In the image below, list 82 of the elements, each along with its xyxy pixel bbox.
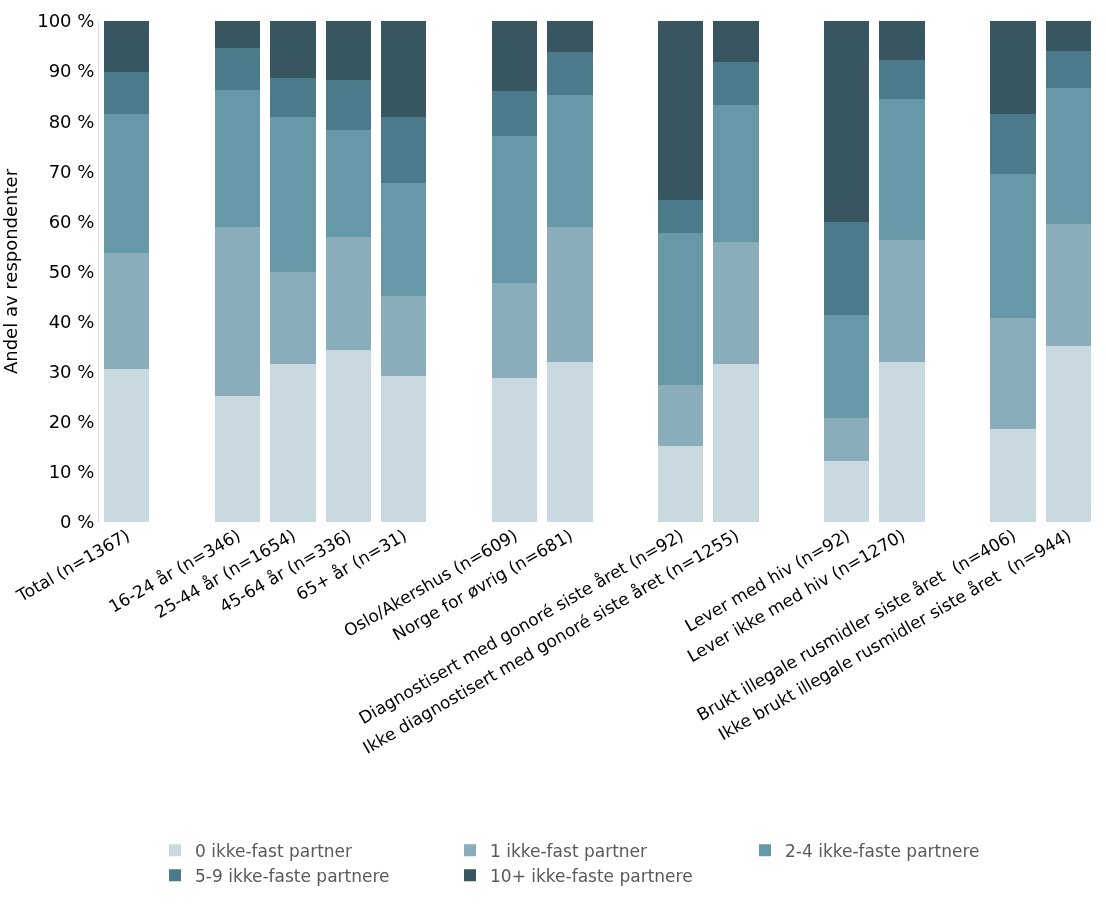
legend-label: 5-9 ikke-faste partnere bbox=[195, 865, 390, 886]
legend-label: 10+ ikke-faste partnere bbox=[490, 865, 693, 886]
bar bbox=[325, 237, 371, 351]
bar bbox=[824, 417, 870, 462]
bar bbox=[270, 364, 316, 522]
bar bbox=[1045, 224, 1092, 346]
y-tick-label: 70 % bbox=[48, 160, 95, 182]
bar bbox=[1045, 21, 1092, 51]
bar bbox=[491, 378, 538, 522]
legend-label: 0 ikke-fast partner bbox=[195, 840, 353, 861]
bar bbox=[380, 21, 427, 118]
bar bbox=[491, 21, 538, 91]
bar bbox=[325, 21, 371, 80]
bar bbox=[824, 21, 870, 223]
bar bbox=[657, 21, 704, 201]
bar bbox=[491, 136, 538, 284]
bar bbox=[214, 48, 261, 90]
legend-label: 1 ikke-fast partner bbox=[490, 840, 648, 861]
bar bbox=[713, 61, 759, 106]
bar bbox=[214, 396, 261, 522]
bar bbox=[824, 222, 870, 315]
y-tick-label: 40 % bbox=[48, 310, 95, 332]
bar bbox=[270, 272, 316, 365]
bar bbox=[879, 59, 925, 100]
bar bbox=[103, 71, 150, 115]
bar bbox=[547, 51, 593, 95]
bar bbox=[103, 114, 150, 254]
bar bbox=[657, 200, 704, 234]
bar bbox=[1045, 50, 1092, 88]
bar bbox=[380, 182, 427, 297]
bar bbox=[325, 350, 371, 522]
bar bbox=[990, 21, 1036, 115]
bar bbox=[380, 296, 427, 377]
bar bbox=[270, 77, 316, 118]
bar bbox=[380, 117, 427, 183]
y-tick-label: 10 % bbox=[48, 461, 95, 483]
y-tick-label: 60 % bbox=[48, 210, 95, 232]
bar bbox=[713, 242, 759, 365]
legend-label: 2-4 ikke-faste partnere bbox=[785, 840, 980, 861]
bar bbox=[657, 445, 704, 522]
bar bbox=[270, 21, 316, 78]
bar bbox=[990, 428, 1036, 522]
bar bbox=[547, 94, 593, 228]
bar bbox=[879, 21, 925, 60]
bar bbox=[657, 233, 704, 386]
bar bbox=[990, 173, 1036, 318]
bar bbox=[713, 364, 759, 522]
bar bbox=[547, 362, 593, 522]
bar bbox=[990, 114, 1036, 174]
bar bbox=[990, 317, 1036, 429]
bar bbox=[1045, 345, 1092, 522]
bar bbox=[657, 385, 704, 446]
bar bbox=[713, 105, 759, 243]
bar bbox=[103, 369, 150, 522]
bar bbox=[214, 89, 261, 228]
bar bbox=[270, 117, 316, 272]
bar bbox=[325, 130, 371, 238]
y-tick-label: 50 % bbox=[48, 260, 95, 282]
bar bbox=[824, 461, 870, 522]
bar bbox=[879, 362, 925, 522]
bar bbox=[547, 21, 593, 52]
bar bbox=[547, 227, 593, 363]
y-tick-label: 80 % bbox=[48, 110, 95, 132]
bar bbox=[879, 99, 925, 241]
bar bbox=[879, 240, 925, 363]
bar bbox=[491, 283, 538, 379]
bar bbox=[491, 90, 538, 137]
y-axis-title: Andel av respondenter bbox=[0, 168, 21, 375]
bar bbox=[214, 227, 261, 397]
y-tick-label: 30 % bbox=[48, 361, 95, 382]
bar bbox=[380, 376, 427, 522]
bar bbox=[103, 253, 150, 370]
bar bbox=[824, 314, 870, 418]
bar bbox=[713, 21, 759, 62]
y-tick-label: 20 % bbox=[48, 411, 95, 433]
y-tick-label: 90 % bbox=[48, 60, 95, 82]
y-tick-label: 0 % bbox=[60, 511, 95, 533]
bar bbox=[103, 21, 150, 72]
bar bbox=[1045, 87, 1092, 225]
bar bbox=[214, 21, 261, 49]
y-tick-label: 100 % bbox=[37, 10, 95, 32]
bar bbox=[325, 79, 371, 131]
